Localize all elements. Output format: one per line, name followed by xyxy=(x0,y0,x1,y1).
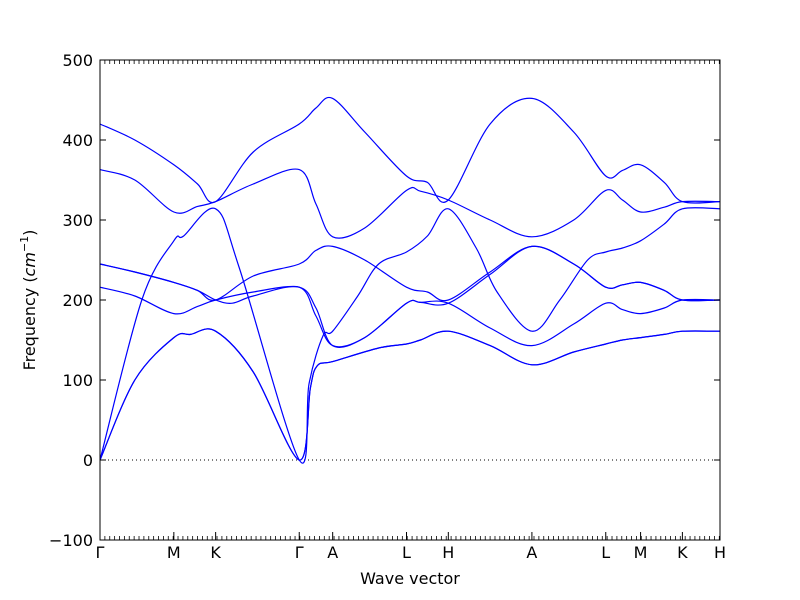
y-axis-label-unit: cm xyxy=(20,252,39,276)
series-line-3 xyxy=(99,207,721,464)
y-axis-ticks: −100 0 100 200 300 400 500 xyxy=(49,51,720,550)
y-tick-label: 100 xyxy=(62,371,93,390)
series-line-6 xyxy=(99,245,721,302)
x-tick-label: L xyxy=(402,543,411,562)
x-tick-label: K xyxy=(677,543,688,562)
y-tick-label: 0 xyxy=(83,451,93,470)
y-axis-label: Frequency (cm−1) xyxy=(18,230,39,371)
x-tick-label: H xyxy=(714,543,726,562)
y-axis-label-close: ) xyxy=(20,230,39,236)
x-tick-label: A xyxy=(526,543,537,562)
y-tick-label: 500 xyxy=(62,51,93,70)
x-tick-label: A xyxy=(327,543,338,562)
x-tick-label: M xyxy=(167,543,181,562)
plot-background xyxy=(100,60,720,540)
y-tick-label: 400 xyxy=(62,131,93,150)
y-tick-label: 300 xyxy=(62,211,93,230)
series-line-8 xyxy=(99,96,721,204)
series-group xyxy=(99,96,721,464)
y-tick-label: −100 xyxy=(49,531,93,550)
x-axis-label: Wave vector xyxy=(360,569,460,588)
y-axis-label-text: Frequency ( xyxy=(20,276,39,370)
y-tick-label: 200 xyxy=(62,291,93,310)
x-tick-label: Γ xyxy=(295,543,304,562)
x-tick-label: K xyxy=(210,543,221,562)
series-line-7 xyxy=(99,168,721,239)
x-tick-label: H xyxy=(442,543,454,562)
plot-frame xyxy=(99,59,721,541)
x-tick-label: M xyxy=(634,543,648,562)
x-tick-label: Γ xyxy=(96,543,105,562)
y-axis-label-exponent: −1 xyxy=(18,236,31,252)
x-tick-label: L xyxy=(601,543,610,562)
series-line-2 xyxy=(99,328,721,461)
